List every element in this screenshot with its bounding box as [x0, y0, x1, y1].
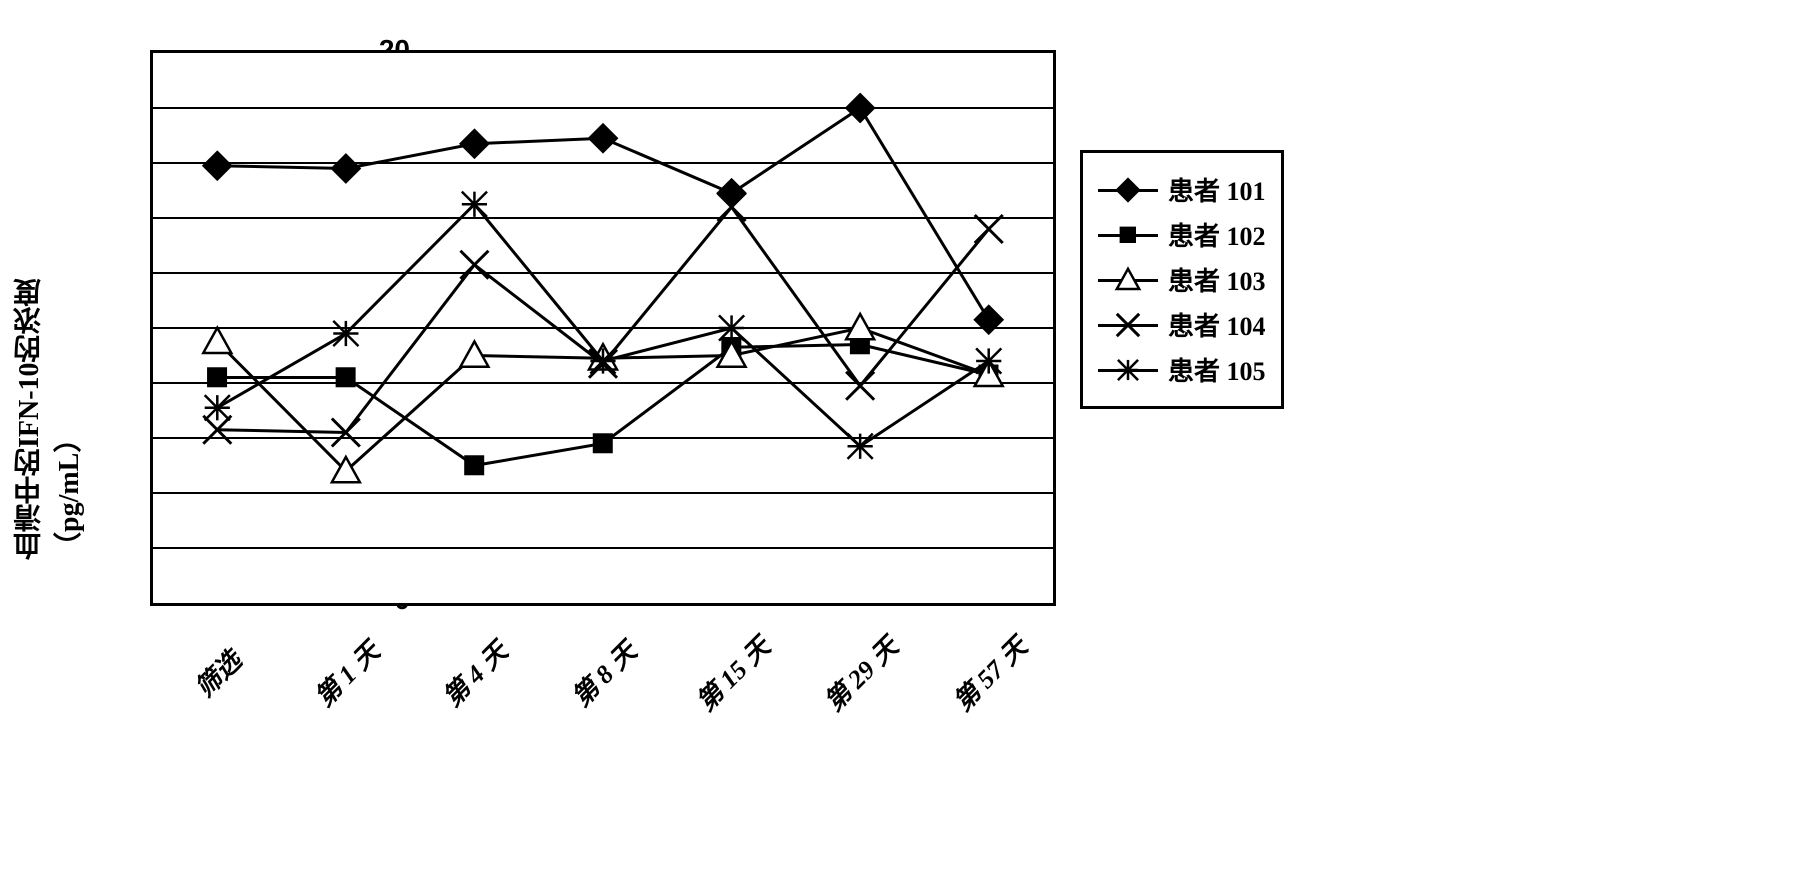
- x-tick-label: 筛选: [186, 642, 249, 705]
- legend-marker: [1098, 315, 1158, 335]
- data-marker: [848, 434, 873, 459]
- legend-label: 患者 103: [1168, 261, 1266, 298]
- data-marker: [205, 395, 230, 420]
- data-marker: [719, 315, 744, 340]
- legend-item: 患者 103: [1098, 261, 1266, 298]
- legend-item: 患者 104: [1098, 306, 1266, 343]
- x-tick-label: 第 15 天: [686, 628, 777, 719]
- legend-marker: [1098, 270, 1158, 290]
- series-line: [217, 204, 988, 446]
- legend-marker: [1098, 360, 1158, 380]
- x-tick-label: 第 4 天: [434, 632, 515, 713]
- legend-item: 患者 102: [1098, 216, 1266, 253]
- data-marker: [203, 328, 231, 353]
- data-marker: [846, 372, 874, 400]
- data-marker: [460, 342, 488, 367]
- plot-area: [150, 50, 1056, 606]
- chart-container: 血清中的IFN-10的浓度（pg/mL） 02468101214161820 筛…: [20, 20, 1320, 740]
- legend-marker: [1098, 180, 1158, 200]
- data-marker: [718, 179, 746, 207]
- data-marker: [333, 321, 358, 346]
- data-marker: [975, 215, 1003, 243]
- legend: 患者 101 患者 102 患者 103 患者 104 患者 105: [1080, 150, 1284, 409]
- data-marker: [590, 348, 615, 373]
- x-tick-label: 第 57 天: [944, 628, 1035, 719]
- x-tick-label: 第 29 天: [815, 628, 906, 719]
- legend-label: 患者 102: [1168, 216, 1266, 253]
- x-tick-label: 第 1 天: [305, 632, 386, 713]
- data-marker: [846, 94, 874, 122]
- data-marker: [203, 152, 231, 180]
- data-marker: [460, 130, 488, 158]
- legend-label: 患者 101: [1168, 171, 1266, 208]
- data-marker: [975, 306, 1003, 334]
- data-marker: [465, 456, 483, 474]
- legend-item: 患者 101: [1098, 171, 1266, 208]
- legend-item: 患者 105: [1098, 351, 1266, 388]
- data-marker: [337, 368, 355, 386]
- legend-label: 患者 104: [1168, 306, 1266, 343]
- data-marker: [846, 314, 874, 339]
- x-tick-label: 第 8 天: [562, 632, 643, 713]
- data-marker: [589, 124, 617, 152]
- data-marker: [332, 155, 360, 183]
- data-marker: [976, 348, 1001, 373]
- data-marker: [460, 251, 488, 279]
- legend-marker: [1098, 225, 1158, 245]
- y-axis-label: 血清中的IFN-10的浓度（pg/mL）: [10, 200, 90, 560]
- legend-label: 患者 105: [1168, 351, 1266, 388]
- chart-svg: [153, 53, 1053, 603]
- data-marker: [208, 368, 226, 386]
- data-marker: [462, 192, 487, 217]
- data-marker: [594, 434, 612, 452]
